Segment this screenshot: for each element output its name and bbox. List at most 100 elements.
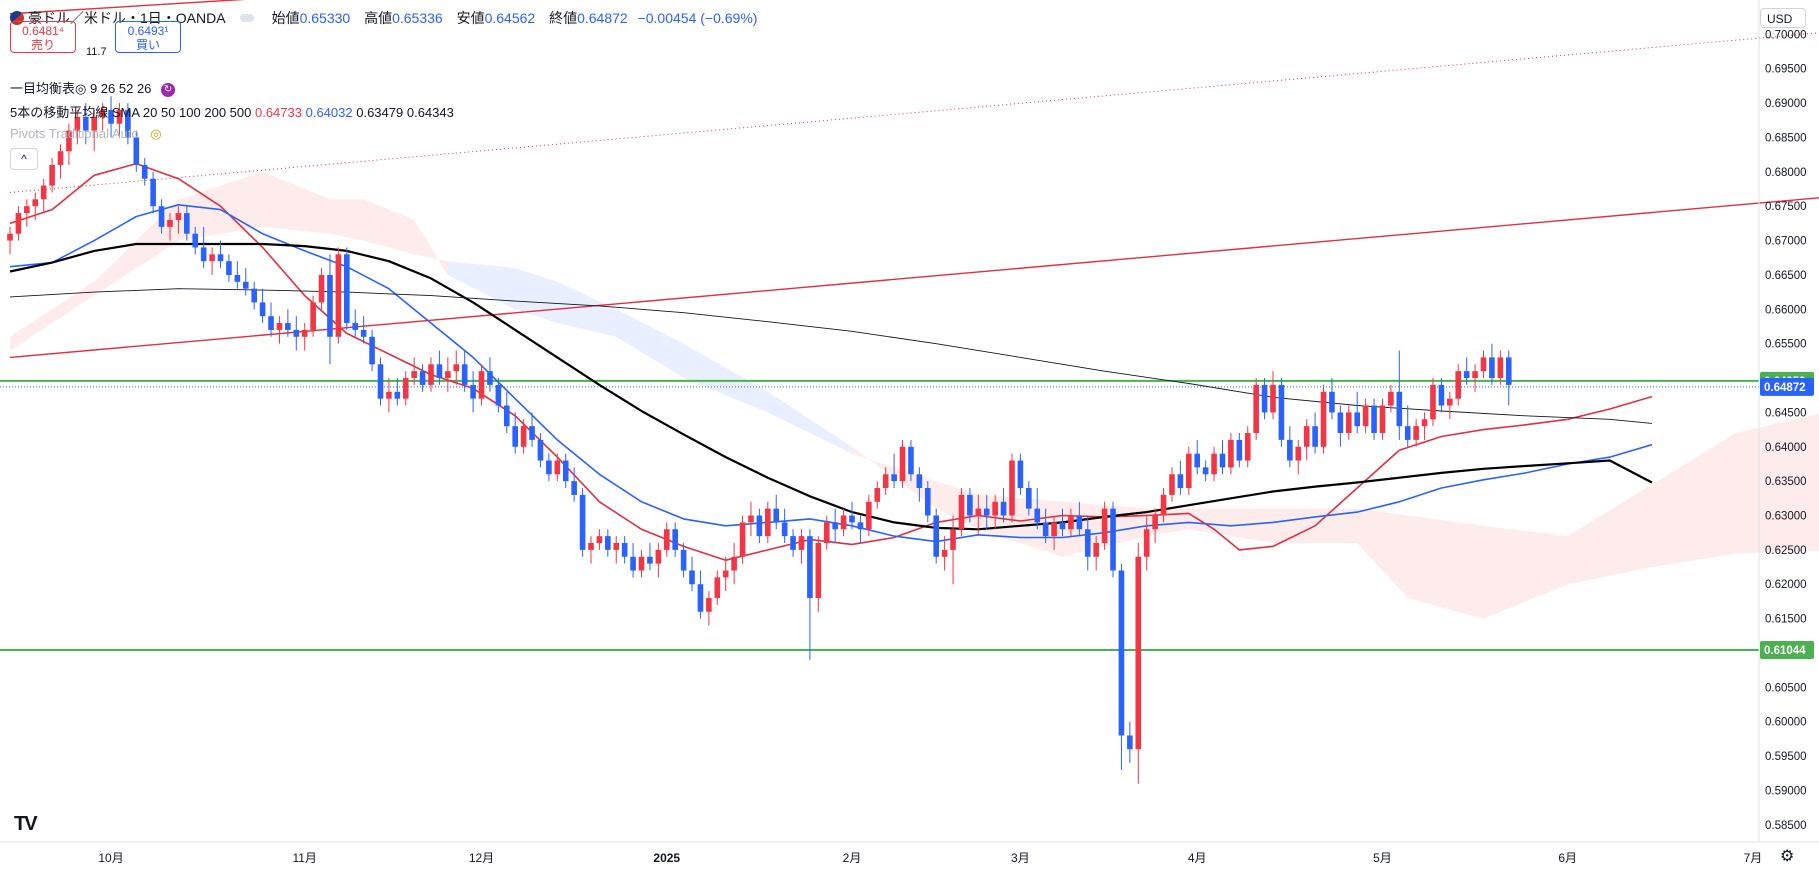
candle-body [251, 288, 257, 303]
candle-body [849, 515, 855, 523]
chevron-up-icon[interactable]: ^ [10, 148, 38, 170]
candle-body [1396, 391, 1403, 427]
candle-body [1202, 467, 1209, 475]
candle-body [1127, 735, 1133, 750]
candle-body [276, 323, 283, 330]
candle-body [899, 446, 906, 482]
buy-button[interactable]: 0.6493¹ 買い [115, 21, 181, 53]
candle-body [259, 302, 266, 317]
tradingview-logo-icon[interactable]: TV [14, 813, 38, 835]
open-value: 0.65330 [299, 10, 351, 26]
sell-button[interactable]: 0.6481⁴ 売り [10, 21, 76, 53]
time-tick-label: 2月 [843, 851, 862, 865]
price-tick-label: 0.66500 [1765, 270, 1807, 282]
time-tick-label: 4月 [1188, 851, 1207, 865]
price-tick-label: 0.61500 [1765, 614, 1807, 626]
candle-body [866, 501, 872, 530]
candle-body [840, 515, 847, 530]
ichimoku-legend[interactable]: 一目均衡表◎ 9 26 52 26 ↻ [10, 78, 176, 97]
candle-body [529, 426, 535, 440]
candle-body [1421, 419, 1428, 427]
candle-body [1354, 412, 1360, 427]
candle-body [1287, 439, 1293, 461]
candle-body [369, 336, 375, 365]
price-tag-box [1760, 377, 1814, 396]
symbol-title[interactable]: 豪ドル／米ドル・1日・OANDA [28, 10, 226, 26]
candle-body [512, 426, 518, 447]
candle-body [360, 329, 367, 337]
candle-body [49, 164, 55, 186]
cloud-segment [767, 391, 852, 454]
candle-body [1236, 439, 1243, 461]
time-axis[interactable]: 10月 11月 12月 2025 2月 3月 4月 5月 6月 7月 [98, 851, 1762, 865]
price-tick-label: 0.62000 [1765, 579, 1807, 591]
sync-icon[interactable]: ↻ [161, 82, 176, 97]
sma200-value: 0.64343 [406, 105, 454, 120]
candle-body [1303, 426, 1310, 447]
time-tick-label: 11月 [292, 851, 316, 865]
collapse-dot-icon[interactable] [239, 14, 254, 22]
candle-body [394, 391, 401, 399]
price-tick-label: 0.63000 [1765, 511, 1807, 523]
sma-legend[interactable]: 5本の移動平均線 SMA 20 50 100 200 500 0.64733 0… [10, 102, 454, 121]
candle-body [1034, 508, 1041, 523]
horizontal-lines [0, 379, 1759, 651]
sma-line [9, 242, 1653, 531]
candle-body [478, 371, 485, 399]
candle-body [1472, 371, 1478, 379]
price-tick-label: 0.63500 [1765, 476, 1807, 488]
candle-body [487, 371, 493, 385]
close-value: 0.64872 [577, 10, 628, 26]
candle-body [1261, 384, 1268, 413]
candle-body [1320, 391, 1327, 447]
candle-body [167, 219, 173, 227]
candle-body [874, 488, 881, 502]
ichimoku-label: 一目均衡表◎ 9 26 52 26 [10, 81, 152, 96]
candle-body [470, 384, 476, 399]
candle-body [1362, 405, 1369, 427]
candle-body [1278, 384, 1285, 440]
candle-body [1194, 453, 1201, 468]
candle-body [74, 116, 81, 131]
currency-button[interactable]: USD [1760, 8, 1806, 28]
candle-body [773, 508, 780, 523]
trend-line [9, 0, 246, 15]
cloud-segment [447, 261, 516, 310]
low-value: 0.64562 [484, 10, 536, 26]
candle-body [1219, 453, 1226, 468]
price-tick-label: 0.68500 [1765, 132, 1807, 144]
candle-body [823, 522, 830, 544]
candle-body [1489, 357, 1495, 379]
sma-label: 5本の移動平均線 SMA 20 50 100 200 500 [10, 105, 252, 120]
candle-body [1413, 426, 1419, 440]
candle-body [537, 439, 544, 461]
candle-body [1009, 460, 1015, 516]
candle-body [158, 206, 165, 227]
candle-body [1118, 570, 1125, 736]
candle-body [445, 371, 451, 379]
candle-body [950, 529, 956, 550]
pivots-legend[interactable]: Pivots Traditional Auto ◎ [10, 126, 162, 142]
gear-icon[interactable]: ⚙ [1780, 848, 1795, 865]
candle-body [1497, 357, 1504, 379]
sma100-value: 0.63479 [356, 105, 404, 120]
price-tick-label: 0.68000 [1765, 167, 1807, 179]
open-label: 始値 [271, 10, 300, 26]
cloud-segment [1567, 484, 1652, 585]
candle-body [66, 130, 72, 152]
candle-body [941, 549, 948, 557]
price-tick-label: 0.60000 [1765, 717, 1807, 729]
candle-body [807, 536, 813, 598]
candle-body [891, 474, 897, 482]
candle-body [630, 556, 636, 571]
high-label: 高値 [364, 10, 393, 26]
cloud-segment [262, 171, 330, 234]
candle-body [268, 316, 274, 330]
eye-icon[interactable]: ◎ [150, 126, 162, 141]
trend-line [9, 32, 1819, 193]
sell-label: 売り [30, 38, 55, 52]
candle-body [1093, 543, 1099, 557]
candle-body [1000, 501, 1007, 516]
candle-body [1505, 357, 1512, 385]
